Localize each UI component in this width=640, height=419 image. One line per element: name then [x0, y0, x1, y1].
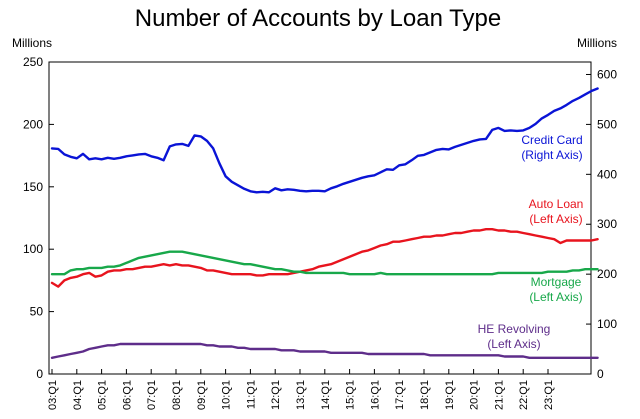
chart-title: Number of Accounts by Loan Type: [135, 5, 501, 32]
left-tick-label: 50: [30, 305, 44, 319]
x-tick-label: 20:Q1: [469, 380, 481, 410]
series-label-credit-card: (Right Axis): [521, 148, 582, 162]
x-tick-label: 09:Q1: [196, 380, 208, 410]
left-tick-label: 0: [36, 367, 43, 381]
x-tick-label: 18:Q1: [419, 380, 431, 410]
x-tick-label: 19:Q1: [444, 380, 456, 410]
series-label-he-revolving: HE Revolving: [478, 322, 551, 336]
x-tick-label: 07:Q1: [146, 380, 158, 410]
x-tick-label: 06:Q1: [121, 380, 133, 410]
x-tick-label: 11:Q1: [245, 380, 257, 409]
left-tick-label: 200: [23, 117, 43, 131]
right-tick-label: 400: [597, 167, 617, 181]
x-tick-label: 10:Q1: [221, 380, 233, 410]
left-tick-label: 150: [23, 180, 43, 194]
x-tick-label: 16:Q1: [369, 380, 381, 410]
series-line-he-revolving: [50, 342, 599, 359]
series-line-mortgage: [50, 250, 599, 276]
x-tick-label: 14:Q1: [320, 380, 332, 410]
left-axis: 0 50 100 150 200 250: [23, 55, 54, 381]
x-tick-label: 17:Q1: [394, 380, 406, 410]
right-tick-label: 0: [597, 367, 604, 381]
right-axis-label: Millions: [577, 36, 617, 50]
series-label-mortgage: (Left Axis): [529, 290, 582, 304]
series-line-credit-card: [50, 87, 599, 194]
series-label-auto-loan: (Left Axis): [529, 212, 582, 226]
x-tick-label: 15:Q1: [345, 380, 357, 410]
x-axis: 03:Q1 04:Q1 05:Q1 06:Q1 07:Q1 08:Q1 09:Q1 10:Q1…: [47, 369, 555, 410]
series-label-credit-card: Credit Card: [521, 133, 582, 147]
right-tick-label: 200: [597, 267, 617, 281]
right-tick-label: 300: [597, 217, 617, 231]
x-tick-label: 22:Q1: [518, 380, 530, 410]
x-tick-label: 12:Q1: [270, 380, 282, 410]
x-tick-label: 21:Q1: [493, 380, 505, 410]
series-label-auto-loan: Auto Loan: [529, 197, 584, 211]
right-tick-label: 600: [597, 67, 617, 81]
plot-frame: [48, 61, 592, 375]
right-tick-label: 500: [597, 117, 617, 131]
x-tick-label: 23:Q1: [543, 380, 555, 410]
left-tick-label: 100: [23, 242, 43, 256]
series-label-mortgage: Mortgage: [531, 275, 582, 289]
x-tick-label: 04:Q1: [72, 380, 84, 410]
left-tick-label: 250: [23, 55, 43, 69]
right-axis: 0 100 200 300 400 500 600: [586, 67, 617, 381]
right-tick-label: 100: [597, 317, 617, 331]
series-labels: Credit Card(Right Axis)Auto Loan(Left Ax…: [478, 133, 584, 351]
series-label-he-revolving: (Left Axis): [487, 337, 540, 351]
x-tick-label: 08:Q1: [171, 380, 183, 410]
series-group: [50, 87, 599, 359]
x-tick-label: 05:Q1: [97, 380, 109, 410]
left-axis-label: Millions: [12, 36, 52, 50]
x-tick-label: 03:Q1: [47, 380, 59, 410]
x-tick-label: 13:Q1: [295, 380, 307, 410]
series-line-auto-loan: [50, 227, 599, 288]
